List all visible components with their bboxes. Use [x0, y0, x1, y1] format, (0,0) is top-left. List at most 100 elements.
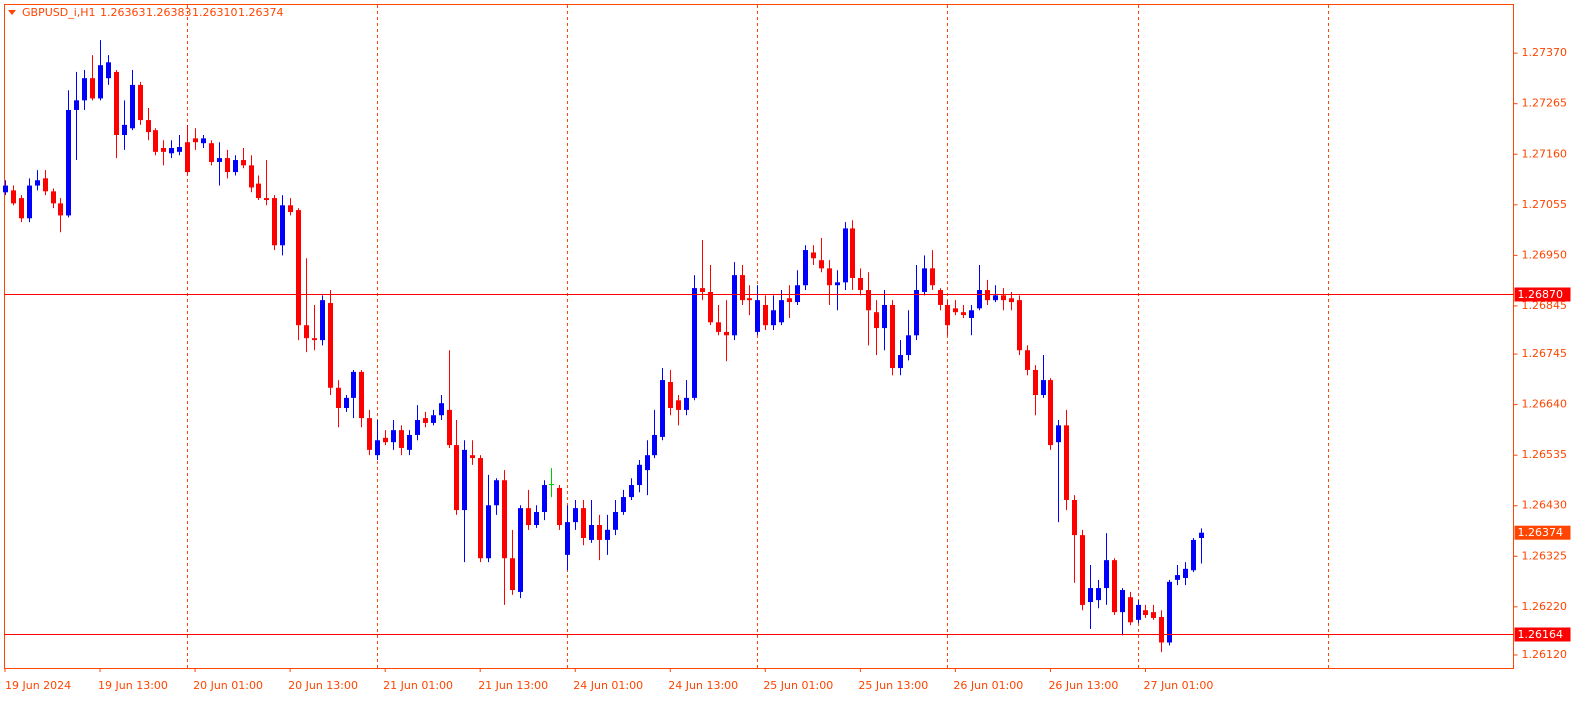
header-price: 1.26374 — [238, 6, 284, 19]
x-tick-label: 20 Jun 13:00 — [288, 679, 358, 692]
candle-body — [122, 124, 127, 135]
candle-body — [906, 335, 911, 356]
candle-body — [454, 445, 459, 511]
candle-body — [605, 529, 610, 540]
candle-body — [787, 298, 792, 303]
candle-body — [272, 198, 277, 246]
candle-body — [233, 160, 238, 173]
x-tick-label: 26 Jun 13:00 — [1048, 679, 1118, 692]
candle-body — [1096, 588, 1101, 601]
candle-body — [843, 228, 848, 283]
candle-body — [1025, 350, 1030, 370]
candle-body — [344, 397, 349, 408]
candle-body — [114, 71, 119, 135]
candle-body — [1080, 535, 1085, 605]
candle-body — [1167, 581, 1172, 643]
candle-body — [1112, 560, 1117, 613]
candle-body — [423, 418, 428, 423]
candle-body — [969, 310, 974, 318]
last-price-label: 1.26374 — [1518, 526, 1564, 539]
candle-body — [90, 78, 95, 99]
candle-body — [573, 508, 578, 523]
header-price: 1.26363 — [100, 6, 146, 19]
candle-body — [1151, 612, 1156, 618]
candle-body — [1199, 532, 1204, 538]
x-tick-label: 20 Jun 01:00 — [193, 679, 263, 692]
candle-body — [146, 120, 151, 133]
candle-body — [19, 198, 24, 219]
candle-body — [1191, 539, 1196, 571]
candle-body — [3, 185, 8, 193]
candle-body — [652, 434, 657, 456]
candle-body — [668, 382, 673, 408]
candle-body — [169, 148, 174, 154]
candle-body — [882, 304, 887, 329]
candle-body — [241, 160, 246, 166]
candle-body — [684, 397, 689, 410]
y-tick-label: 1.26640 — [1522, 398, 1568, 411]
y-tick-label: 1.26845 — [1522, 299, 1568, 312]
header-arrow — [8, 10, 16, 15]
candle-body — [779, 300, 784, 323]
candle-body — [1183, 568, 1188, 578]
price-tag-label: 1.26164 — [1518, 628, 1564, 641]
candle-body — [922, 268, 927, 292]
symbol-label: GBPUSD_i,H1 — [22, 6, 96, 19]
candle-body — [1159, 616, 1164, 643]
x-tick-label: 19 Jun 2024 — [5, 679, 71, 692]
x-tick-label: 24 Jun 01:00 — [573, 679, 643, 692]
candle-body — [732, 275, 737, 336]
candle-body — [391, 430, 396, 443]
candle-body — [1064, 425, 1069, 500]
candle-body — [938, 290, 943, 305]
candle-body — [597, 525, 602, 540]
candle-body — [755, 300, 760, 332]
candle-body — [351, 371, 356, 398]
candle-body — [375, 440, 380, 456]
candle-body — [526, 508, 531, 525]
candle-body — [1088, 588, 1093, 603]
y-tick-label: 1.26950 — [1522, 248, 1568, 261]
candle-body — [185, 142, 190, 173]
candle-body — [835, 282, 840, 286]
last-price-tag — [1514, 525, 1571, 540]
candle-body — [1041, 380, 1046, 395]
candle-body — [367, 418, 372, 450]
candle-body — [510, 558, 515, 590]
candle-body — [1120, 590, 1125, 613]
candle-body — [850, 228, 855, 278]
candle-body — [716, 322, 721, 332]
candle-body — [249, 165, 254, 188]
price-tag — [1514, 627, 1571, 642]
candle-body — [700, 288, 705, 292]
candle-body — [763, 304, 768, 326]
candle-body — [478, 458, 483, 559]
candle-body — [985, 290, 990, 301]
candle-body — [1136, 604, 1141, 620]
candle-body — [296, 210, 301, 326]
candle-body — [35, 180, 40, 186]
candle-body — [407, 434, 412, 450]
candle-body — [645, 455, 650, 471]
candle-body — [581, 508, 586, 538]
candle-body — [811, 252, 816, 259]
candle-body — [1128, 597, 1133, 623]
candle-body — [153, 130, 158, 152]
candle-body — [953, 308, 958, 313]
candle-body — [336, 387, 341, 408]
candle-body — [130, 84, 135, 129]
candle-body — [1033, 369, 1038, 395]
candle-body — [898, 355, 903, 369]
candle-body — [98, 65, 103, 99]
x-tick-label: 27 Jun 01:00 — [1143, 679, 1213, 692]
candle-body — [890, 304, 895, 369]
candle-body — [280, 205, 285, 246]
x-tick-label: 25 Jun 01:00 — [763, 679, 833, 692]
candle-body — [320, 300, 325, 341]
candle-body — [1104, 560, 1109, 589]
candle-body — [1017, 300, 1022, 351]
candle-body — [193, 138, 198, 143]
candle-body — [1001, 295, 1006, 301]
candle-body — [1048, 380, 1053, 446]
